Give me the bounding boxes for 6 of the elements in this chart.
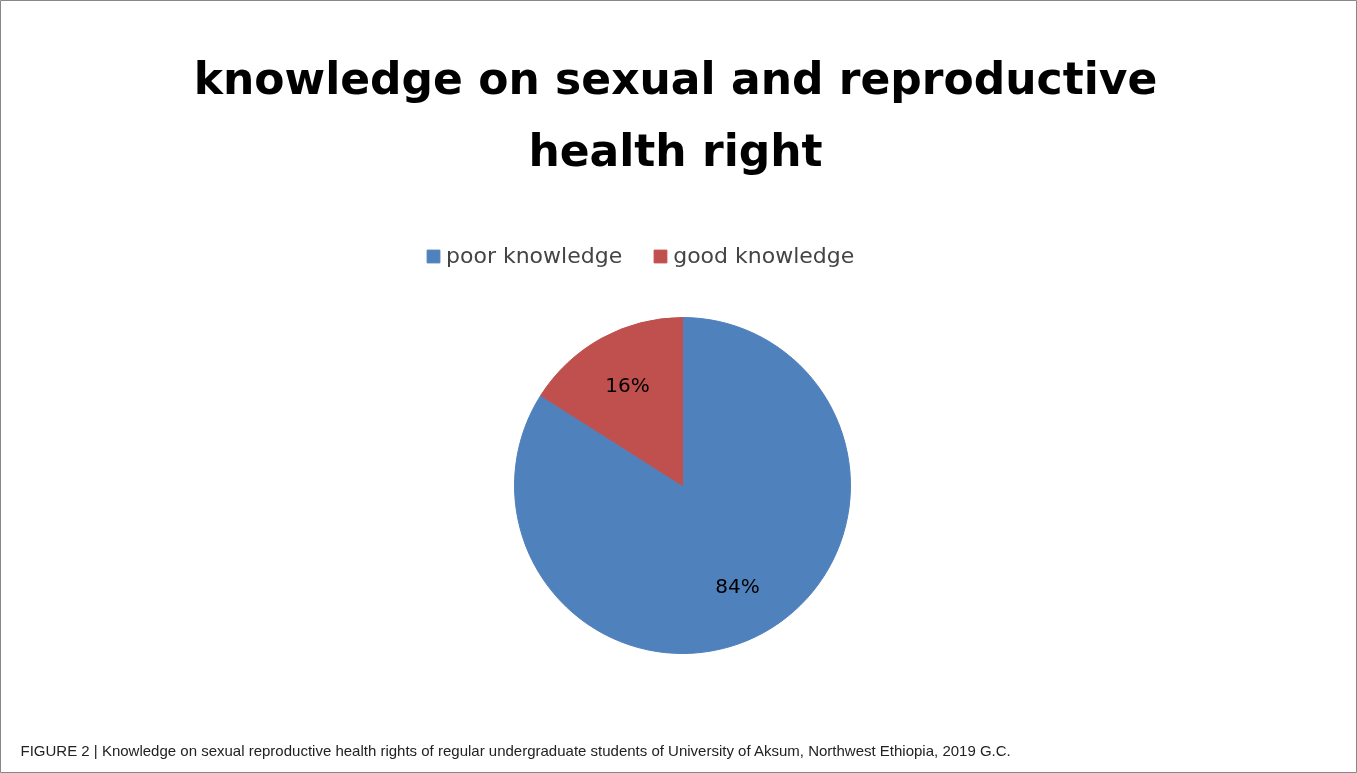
caption: FIGURE 2 | Knowledge on sexual reproductive health rights of regular undergraduate students of University of Aksum, Northwest Ethiopia, 2019 G.C. <box>20 742 1011 759</box>
chart-title: knowledge on sexual and reproductive health right <box>193 53 1158 176</box>
data-label: 84% <box>715 573 760 598</box>
legend-label: poor knowledge <box>446 243 623 268</box>
data-label: 16% <box>605 373 650 398</box>
legend-label: good knowledge <box>673 243 855 268</box>
